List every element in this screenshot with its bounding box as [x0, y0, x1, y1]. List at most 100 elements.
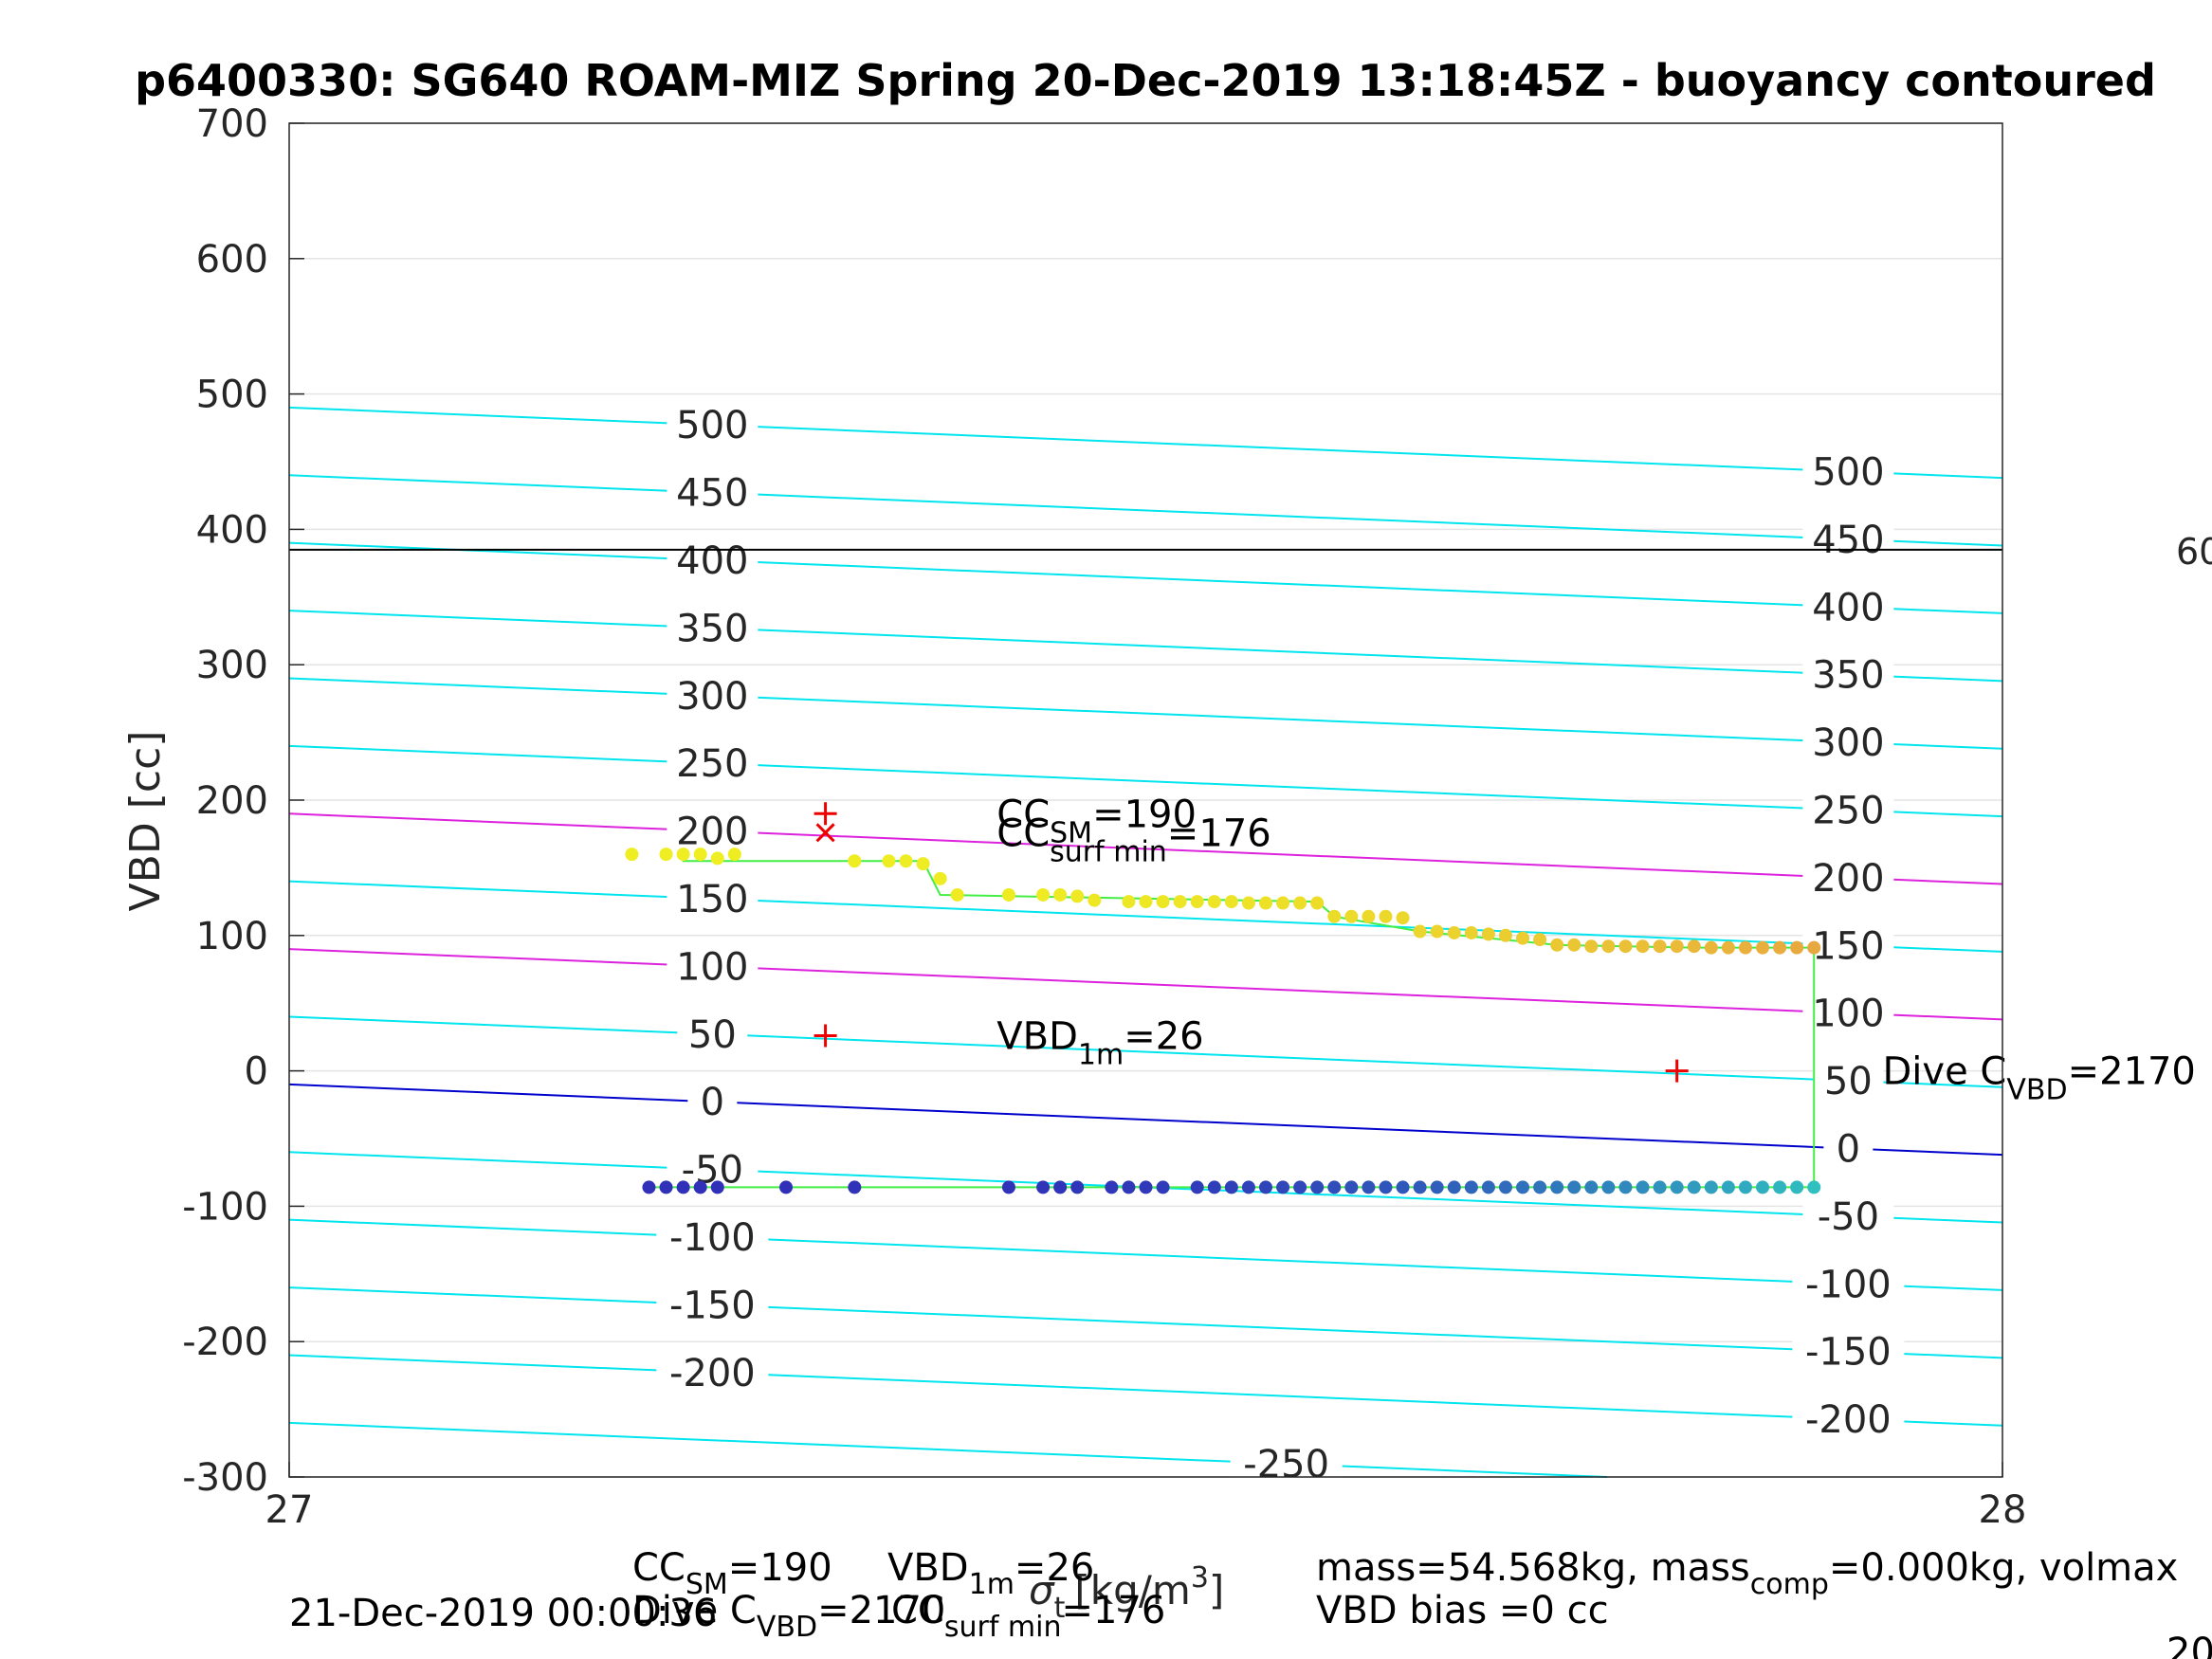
contour-label-bg	[656, 1216, 769, 1259]
x-tick-label: 27	[265, 1488, 314, 1532]
data-point	[1190, 1180, 1204, 1194]
contour-label-bg	[1792, 1398, 1905, 1441]
contour-label-bg	[667, 471, 759, 514]
contour-label-bg	[677, 1012, 748, 1055]
data-point	[1756, 940, 1770, 955]
data-point	[1173, 895, 1187, 909]
data-point	[1807, 940, 1821, 955]
y-tick-label: 0	[245, 1050, 268, 1094]
contour-label-right: 50	[1824, 1060, 1873, 1103]
annotation-text: Dive C	[1883, 1050, 2007, 1094]
contour-label-right: -150	[1805, 1331, 1892, 1375]
data-point	[1516, 931, 1530, 945]
data-point	[1670, 1180, 1684, 1194]
contour-label-bg	[1802, 1194, 1894, 1237]
annotation-text: VBD	[996, 1014, 1078, 1058]
plus-marker	[814, 1024, 837, 1048]
data-point	[1310, 1180, 1325, 1194]
data-point	[1464, 925, 1478, 939]
y-tick-label: 100	[196, 915, 268, 958]
data-point	[1396, 1180, 1410, 1194]
data-point	[1447, 1180, 1461, 1194]
contour-line	[288, 610, 2003, 683]
data-point	[1276, 1180, 1290, 1194]
contour-label-right: 100	[1812, 993, 1884, 1036]
data-point	[1207, 895, 1221, 909]
annotation-value: =26	[1124, 1014, 1203, 1058]
contour-line	[288, 880, 2003, 953]
contour-line	[288, 406, 2003, 480]
data-point	[1413, 1180, 1427, 1194]
data-point	[1618, 1180, 1633, 1194]
data-point	[1327, 1180, 1342, 1194]
footer-cc-sm: CCSM=190	[632, 1546, 832, 1601]
data-point	[1036, 1180, 1051, 1194]
contour-label-bg	[1792, 1263, 1905, 1305]
data-point	[1790, 940, 1804, 955]
footer-mass: mass=54.568kg, masscomp=0.000kg, volmax	[1316, 1546, 2178, 1601]
data-point	[642, 1180, 656, 1194]
footer-right-edge: 20	[2166, 1631, 2212, 1659]
data-point	[1327, 909, 1342, 923]
contour-label-right: 350	[1812, 654, 1884, 698]
y-tick-label: 300	[196, 644, 268, 687]
data-point	[1105, 1180, 1119, 1194]
data-point	[1293, 1180, 1307, 1194]
data-point	[1276, 896, 1290, 910]
contour-line	[288, 1218, 2003, 1291]
data-point	[1704, 940, 1718, 955]
contour-line	[288, 744, 2003, 818]
data-point	[1721, 1180, 1735, 1194]
annotation-subscript: surf min	[1050, 835, 1167, 868]
data-point	[1396, 911, 1410, 925]
data-point	[1481, 927, 1495, 941]
cross-marker	[815, 823, 835, 843]
data-point	[1773, 1180, 1787, 1194]
contour-label-left: 50	[688, 1013, 737, 1057]
y-axis-label: VBD [cc]	[121, 731, 170, 912]
annotation-value: =190	[1092, 793, 1197, 836]
contour-label-bg	[667, 945, 759, 988]
data-point	[1738, 940, 1752, 955]
contour-label-left: 150	[676, 878, 748, 921]
contour-label-bg	[687, 1081, 738, 1123]
contour-label-bg	[667, 404, 759, 447]
data-point	[1001, 1180, 1015, 1194]
data-point	[1584, 1180, 1599, 1194]
data-point	[1241, 1180, 1255, 1194]
contour-label-bg	[1802, 653, 1894, 696]
data-point	[1498, 928, 1512, 942]
data-point	[1139, 1180, 1153, 1194]
contour-label-left: 0	[701, 1081, 724, 1124]
data-point	[1088, 893, 1102, 907]
contour-label-right: 250	[1812, 789, 1884, 832]
x-axis-label-unit-sup: 3	[1191, 1561, 1209, 1595]
contour-label-bg	[656, 1351, 769, 1394]
data-point	[727, 848, 741, 862]
y-tick-label: 600	[196, 238, 268, 282]
contour-label-bg	[1802, 586, 1894, 629]
data-point	[1362, 909, 1376, 923]
contour-label-left: 350	[676, 607, 748, 650]
data-point	[625, 848, 639, 862]
data-point	[1430, 1180, 1444, 1194]
x-axis-ticks: 27 28	[265, 1462, 2026, 1532]
contour-label-bg	[1823, 1127, 1874, 1170]
contour-label-bg	[1802, 518, 1894, 560]
contour-label-left: 500	[676, 404, 748, 447]
data-point	[1721, 940, 1735, 955]
data-point	[659, 1180, 673, 1194]
data-point	[1379, 909, 1393, 923]
annotation-label: VBD1m=26	[996, 1014, 1203, 1071]
contour-label-bg	[667, 539, 759, 582]
data-point	[1241, 896, 1255, 910]
data-point	[848, 1180, 862, 1194]
contour-label-bg	[1802, 789, 1894, 831]
contour-label-right: 300	[1812, 721, 1884, 765]
annotation-label: Dive CVBD=2170	[1883, 1050, 2196, 1107]
data-point	[1207, 1180, 1221, 1194]
data-point	[1738, 1180, 1752, 1194]
x-axis-label: σt [kg/m3]	[1029, 1561, 1224, 1625]
buoyancy-contours	[288, 406, 2003, 1478]
data-point	[693, 848, 707, 862]
